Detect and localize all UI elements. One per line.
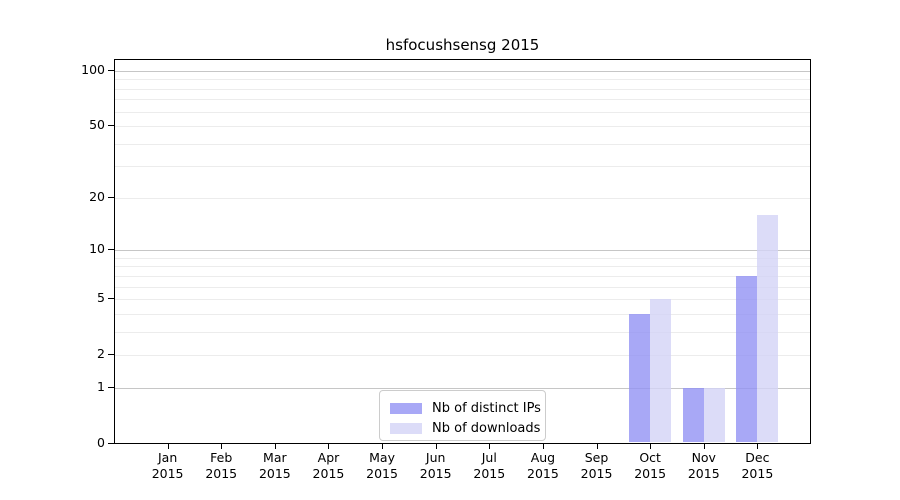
x-tick-label: Aug 2015	[503, 450, 583, 482]
y-tick-mark	[108, 443, 114, 444]
x-tick-mark	[167, 444, 169, 449]
y-tick-label: 100	[81, 62, 105, 77]
x-tick-month: Mar	[263, 450, 287, 465]
y-tick-label: 5	[97, 290, 105, 306]
x-tick-label: May 2015	[342, 450, 422, 482]
bar-distinct-ips	[736, 275, 758, 442]
y-tick-mark	[108, 196, 114, 198]
legend-swatch-downloads	[390, 422, 422, 434]
x-tick-year: 2015	[580, 466, 613, 481]
x-tick-year: 2015	[151, 466, 184, 481]
x-tick-year: 2015	[473, 466, 506, 481]
y-tick-label: 0	[97, 435, 105, 450]
y-tick-label: 10	[89, 241, 105, 257]
legend-item: Nb of downloads	[380, 418, 545, 438]
x-tick-month: Jan	[157, 450, 178, 465]
x-tick-year: 2015	[527, 466, 559, 481]
y-gridline-minor	[115, 143, 810, 145]
x-tick-mark	[274, 444, 276, 449]
y-tick-label: 1	[97, 378, 105, 394]
y-gridline-minor	[115, 88, 810, 90]
x-tick-label: Dec 2015	[717, 450, 797, 482]
x-tick-month: Oct	[639, 450, 661, 465]
x-tick-year: 2015	[419, 466, 452, 481]
x-tick-label: Jul 2015	[449, 450, 529, 482]
x-tick-mark	[757, 444, 759, 449]
legend-swatch-distinct-ips	[390, 402, 422, 414]
x-tick-year: 2015	[687, 466, 720, 481]
x-tick-mark	[542, 444, 544, 449]
y-tick-mark	[108, 354, 114, 356]
x-tick-mark	[650, 444, 652, 449]
y-tick-label: 2	[97, 346, 105, 362]
x-tick-label: Jan 2015	[128, 450, 208, 482]
x-tick-year: 2015	[258, 466, 291, 481]
x-tick-label: Jun 2015	[396, 450, 476, 482]
x-tick-mark	[703, 444, 705, 449]
x-tick-month: Jun	[425, 450, 446, 465]
x-tick-label: Nov 2015	[664, 450, 744, 482]
y-gridline-major	[115, 387, 810, 389]
chart-title: hsfocushsensg 2015	[385, 36, 540, 54]
x-tick-year: 2015	[741, 466, 774, 481]
y-gridline-minor	[115, 313, 810, 315]
plot-area	[114, 59, 811, 444]
legend: Nb of distinct IPs Nb of downloads	[379, 390, 546, 441]
legend-label: Nb of distinct IPs	[432, 400, 541, 416]
x-tick-label: Mar 2015	[235, 450, 315, 482]
y-gridline-minor	[115, 331, 810, 333]
x-tick-month: Aug	[530, 450, 556, 465]
x-tick-mark	[221, 444, 223, 449]
x-tick-label: Oct 2015	[610, 450, 690, 482]
x-tick-mark	[596, 444, 598, 449]
x-tick-label: Feb 2015	[181, 450, 261, 482]
y-gridline-minor	[115, 257, 810, 259]
y-gridline-minor	[115, 99, 810, 101]
x-tick-year: 2015	[205, 466, 238, 481]
y-tick-mark	[108, 249, 114, 251]
x-tick-year: 2015	[366, 466, 398, 481]
x-tick-mark	[328, 444, 330, 449]
y-gridline-minor	[115, 266, 810, 268]
bar-downloads	[650, 299, 672, 442]
y-tick-label: 50	[89, 117, 105, 133]
y-tick-mark	[108, 125, 114, 127]
x-tick-label: Apr 2015	[288, 450, 368, 482]
x-tick-month: Dec	[745, 450, 770, 465]
legend-item: Nb of distinct IPs	[380, 398, 545, 418]
y-gridline-minor	[115, 197, 810, 199]
x-tick-month: Jul	[481, 450, 497, 465]
x-tick-month: Nov	[691, 450, 716, 465]
y-gridline-major	[115, 71, 810, 72]
y-tick-mark	[108, 386, 114, 388]
bar-distinct-ips	[629, 313, 651, 442]
legend-label: Nb of downloads	[432, 420, 541, 436]
x-tick-year: 2015	[634, 466, 667, 481]
x-tick-mark	[435, 444, 437, 449]
y-tick-label: 20	[89, 188, 105, 204]
y-gridline-minor	[115, 166, 810, 168]
y-gridline-minor	[115, 126, 810, 128]
y-gridline-minor	[115, 299, 810, 301]
x-tick-label: Sep 2015	[557, 450, 637, 482]
bar-downloads	[703, 387, 725, 442]
y-gridline-minor	[115, 79, 810, 81]
y-gridline-major	[115, 250, 810, 252]
y-gridline-minor	[115, 111, 810, 113]
x-tick-mark	[489, 444, 491, 449]
y-gridline-minor	[115, 275, 810, 277]
x-tick-month: May	[369, 450, 395, 465]
x-tick-mark	[382, 444, 384, 449]
y-gridline-minor	[115, 355, 810, 357]
y-tick-mark	[108, 70, 114, 71]
x-tick-month: Apr	[317, 450, 340, 465]
x-tick-month: Sep	[584, 450, 609, 465]
bar-distinct-ips	[682, 387, 704, 442]
bar-downloads	[757, 215, 779, 442]
x-tick-month: Feb	[210, 450, 233, 465]
y-gridline-minor	[115, 286, 810, 288]
x-tick-year: 2015	[312, 466, 345, 481]
y-tick-mark	[108, 298, 114, 300]
